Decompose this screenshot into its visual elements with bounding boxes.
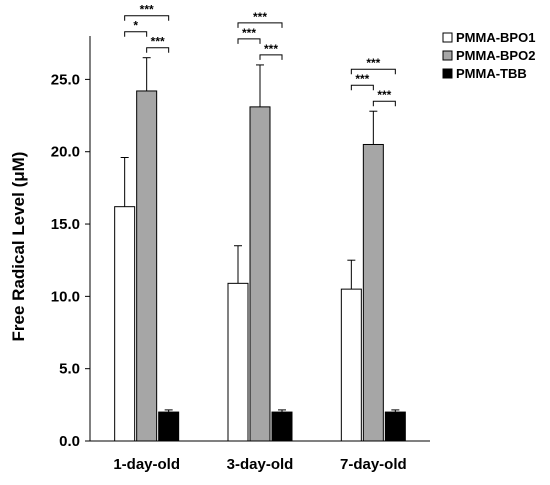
significance-label: *** (140, 3, 154, 17)
legend-swatch (442, 68, 453, 79)
bar-pmma-bpo2 (362, 143, 384, 442)
legend-label: PMMA-TBB (456, 66, 527, 81)
significance-bracket (372, 100, 396, 107)
significance-label: *** (242, 26, 256, 40)
significance-bracket (350, 84, 374, 91)
bar-pmma-tbb (271, 411, 293, 442)
y-tick-label: 25.0 (51, 71, 80, 88)
bar-pmma-tbb (158, 411, 180, 442)
significance-label: *** (355, 72, 369, 86)
bar-pmma-bpo1 (114, 206, 136, 442)
y-tick-label: 10.0 (51, 288, 80, 305)
category-label: 1-day-old (113, 456, 180, 473)
significance-label: *** (366, 56, 380, 70)
significance-bracket (146, 47, 170, 53)
legend: PMMA-BPO1 PMMA-BPO2 PMMA-TBB (442, 30, 535, 81)
y-tick-label: 15.0 (51, 216, 80, 233)
bar-pmma-tbb (384, 411, 406, 442)
category-labels: 1-day-old 3-day-old 7-day-old (113, 456, 406, 473)
y-tick-label: 0.0 (59, 433, 80, 450)
bar-pmma-bpo1 (340, 288, 362, 442)
bar-pmma-bpo1 (227, 282, 249, 442)
category-label: 7-day-old (340, 456, 407, 473)
significance-layer: ************************* (124, 3, 396, 107)
legend-swatch (442, 50, 453, 61)
significance-bracket (124, 15, 170, 21)
y-tick-label: 5.0 (59, 361, 80, 378)
significance-bracket (237, 22, 283, 28)
significance-label: *** (253, 10, 267, 24)
legend-swatch (442, 32, 453, 43)
significance-bracket (259, 54, 283, 60)
significance-label: * (133, 19, 138, 33)
y-axis-label: Free Radical Level (μM) (9, 152, 28, 342)
legend-label: PMMA-BPO1 (456, 30, 535, 45)
bars-layer (114, 90, 406, 442)
category-label: 3-day-old (227, 456, 294, 473)
legend-label: PMMA-BPO2 (456, 48, 535, 63)
bar-pmma-bpo2 (136, 90, 158, 442)
significance-label: *** (264, 42, 278, 56)
significance-bracket (237, 38, 261, 44)
y-tick-label: 20.0 (51, 144, 80, 161)
significance-bracket (124, 31, 148, 37)
significance-label: *** (377, 88, 391, 102)
y-ticks: 0.0 5.0 10.0 15.0 20.0 25.0 (51, 71, 90, 450)
error-bars-layer (120, 57, 400, 413)
bar-pmma-bpo2 (249, 106, 271, 442)
significance-bracket (350, 68, 396, 75)
significance-label: *** (151, 35, 165, 49)
axes-layer (89, 36, 430, 442)
